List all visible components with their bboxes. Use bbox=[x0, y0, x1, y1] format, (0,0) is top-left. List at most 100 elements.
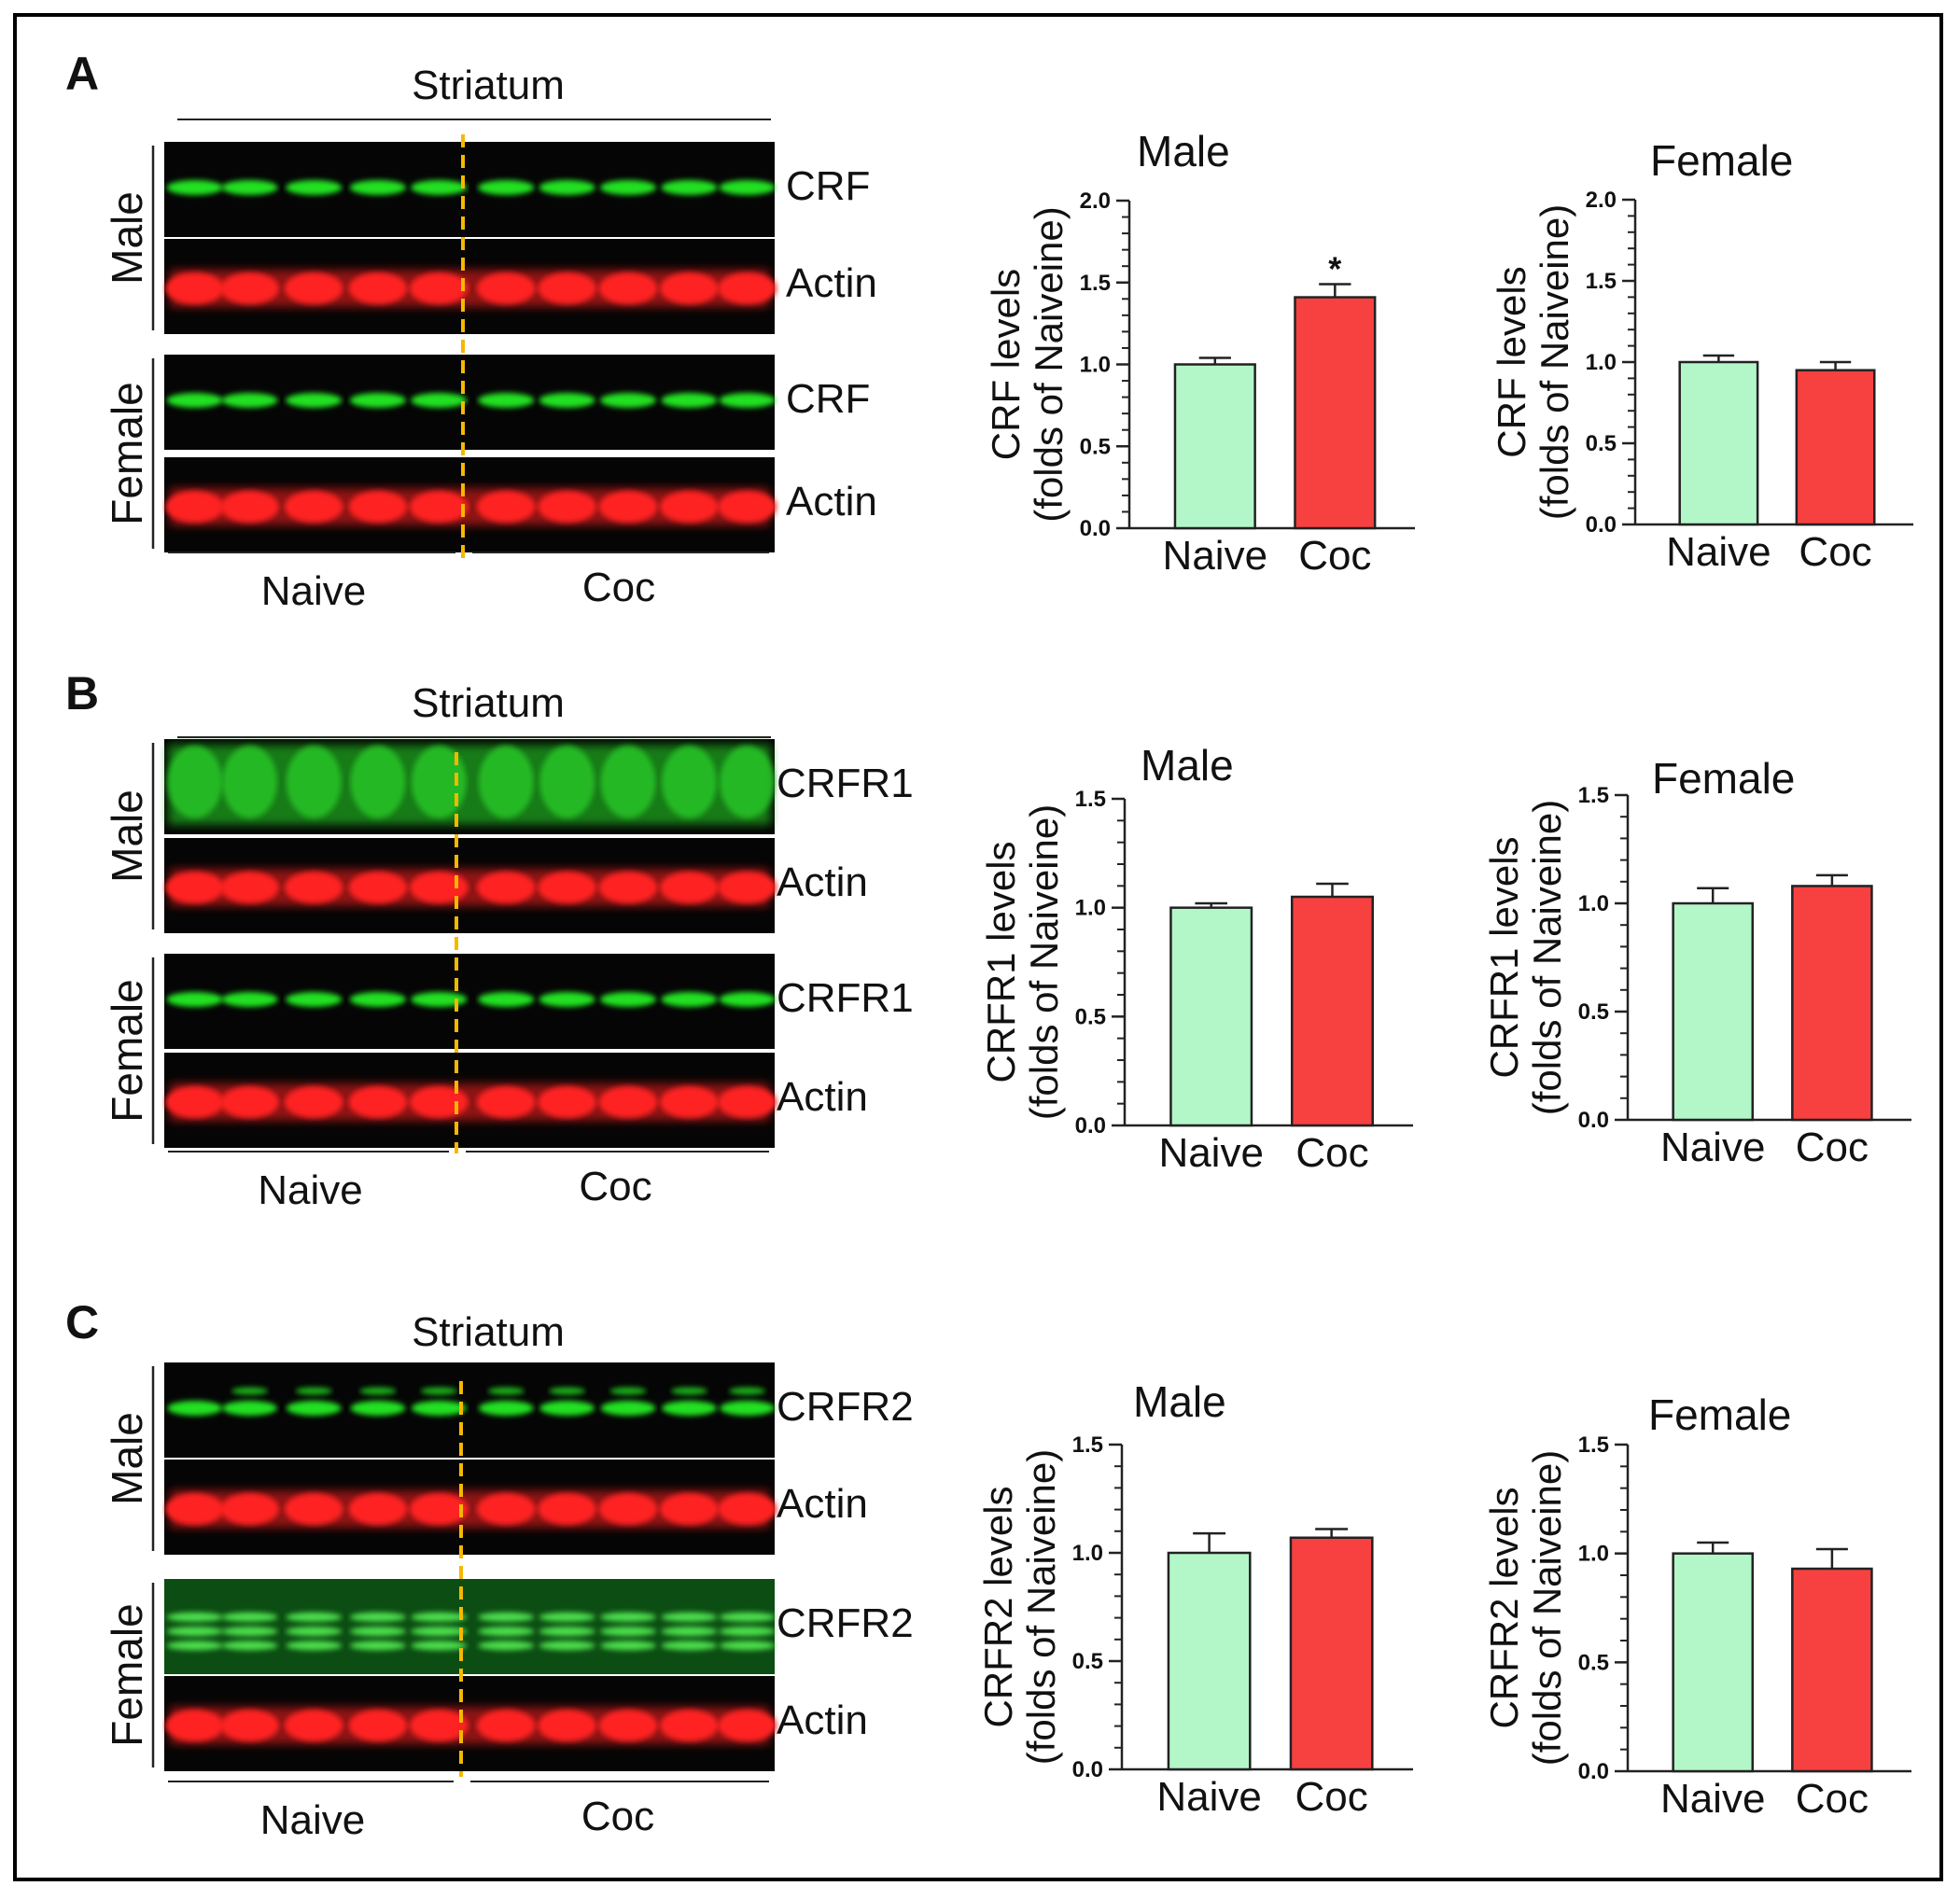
lane-band bbox=[599, 179, 657, 195]
y-axis-label: CRFR1 levels bbox=[979, 841, 1023, 1083]
lane-band bbox=[478, 991, 535, 1007]
green-background bbox=[164, 1579, 775, 1674]
actin-lane-band bbox=[718, 1086, 777, 1119]
chart-title: Female bbox=[1648, 1390, 1791, 1439]
actin-lane-band bbox=[718, 272, 777, 305]
y-tick-label: 0.5 bbox=[1075, 1004, 1106, 1029]
actin-lane-band bbox=[538, 1493, 597, 1526]
region-title: Striatum bbox=[412, 1309, 565, 1355]
y-tick-label: 0.0 bbox=[1578, 1759, 1609, 1784]
actin-lane-band bbox=[165, 872, 225, 904]
lane-band bbox=[166, 179, 223, 195]
y-tick-label: 0.0 bbox=[1075, 1113, 1106, 1139]
lane-band bbox=[286, 991, 343, 1007]
actin-lane-band bbox=[165, 1710, 225, 1742]
bar-naive bbox=[1672, 1552, 1755, 1773]
actin-lane-band bbox=[598, 1086, 658, 1119]
blot-panel-c: C Striatum CRFR2 Actin Male CRFR2 Actin Female N… bbox=[65, 1296, 914, 1843]
bar-naive bbox=[1173, 363, 1256, 530]
actin-lane-band bbox=[220, 872, 279, 904]
y-tick-label: 1.0 bbox=[1578, 891, 1609, 916]
lane-band bbox=[411, 179, 468, 195]
lane-band bbox=[720, 1400, 775, 1416]
panel-letter: B bbox=[65, 667, 99, 719]
lane-band bbox=[539, 1612, 595, 1622]
actin-lane-band bbox=[538, 872, 597, 904]
lane-band bbox=[599, 991, 657, 1007]
y-axis-label: CRFR1 levels bbox=[1482, 836, 1526, 1078]
actin-lane-band bbox=[165, 491, 225, 524]
y-axis-label: CRFR2 levels bbox=[976, 1486, 1020, 1727]
sex-label: Male bbox=[103, 191, 151, 285]
lane-band bbox=[221, 1627, 278, 1637]
y-tick-label: 0.0 bbox=[1586, 512, 1617, 538]
lane-band bbox=[719, 1627, 776, 1637]
panel-letter: A bbox=[65, 48, 99, 100]
lane-band bbox=[661, 179, 718, 195]
actin-lane-band bbox=[409, 1086, 469, 1119]
lane-band bbox=[166, 1627, 223, 1637]
bar-naive bbox=[1169, 906, 1253, 1127]
chart-title: Male bbox=[1137, 127, 1230, 175]
actin-lane-band bbox=[476, 491, 536, 524]
group-label-coc: Coc bbox=[579, 1164, 651, 1209]
lane-band bbox=[478, 1641, 535, 1651]
y-axis-label-sub: (folds of Naiveine) bbox=[1027, 206, 1071, 522]
lane-band bbox=[350, 1400, 406, 1416]
chart-title: Male bbox=[1133, 1377, 1226, 1426]
group-label-naive: Naive bbox=[261, 568, 367, 614]
y-tick-label: 0.5 bbox=[1080, 434, 1111, 459]
group-label-coc: Coc bbox=[581, 1794, 654, 1839]
actin-lane-band bbox=[660, 1086, 719, 1119]
lane-band-upper bbox=[231, 1387, 269, 1395]
lane-smear bbox=[350, 746, 406, 818]
y-tick-label: 1.5 bbox=[1578, 1432, 1609, 1458]
lane-band bbox=[539, 1627, 595, 1637]
y-tick-label: 1.5 bbox=[1075, 787, 1106, 812]
lane-smear bbox=[720, 746, 775, 818]
lane-band bbox=[349, 1641, 406, 1651]
lane-band bbox=[600, 1400, 656, 1416]
actin-lane-band bbox=[409, 1493, 469, 1526]
lane-band bbox=[662, 1400, 717, 1416]
y-tick-label: 0.0 bbox=[1578, 1108, 1609, 1133]
y-tick-label: 1.0 bbox=[1578, 1542, 1609, 1567]
blot-row-label: Actin bbox=[777, 1697, 868, 1743]
y-tick-label: 0.0 bbox=[1080, 516, 1111, 541]
actin-lane-band bbox=[476, 1086, 536, 1119]
lane-band bbox=[478, 1612, 535, 1622]
actin-lane-band bbox=[348, 272, 408, 305]
sex-label: Female bbox=[103, 382, 151, 524]
lane-smear bbox=[600, 746, 656, 818]
actin-lane-band bbox=[409, 1710, 469, 1742]
x-tick-label: Coc bbox=[1298, 533, 1371, 579]
actin-lane-band bbox=[165, 1086, 225, 1119]
lane-band bbox=[411, 1641, 468, 1651]
bar-chart-b-male: Male 0.0 0.5 1.0 1.5 CRFR1 levels (folds of Na… bbox=[979, 741, 1413, 1176]
actin-lane-band bbox=[284, 1710, 343, 1742]
lane-band bbox=[286, 179, 343, 195]
actin-lane-band bbox=[284, 272, 343, 305]
actin-lane-band bbox=[220, 1086, 279, 1119]
lane-band bbox=[661, 1612, 718, 1622]
actin-lane-band bbox=[598, 1493, 658, 1526]
lane-band bbox=[719, 1612, 776, 1622]
y-tick-label: 0.5 bbox=[1586, 431, 1617, 456]
lane-band bbox=[222, 1400, 277, 1416]
blot-panel-b: B Striatum CRFR1 Actin Male CRFR1 Actin Female N… bbox=[65, 667, 914, 1213]
blot-row-label: CRFR1 bbox=[777, 761, 914, 806]
x-tick-label: Coc bbox=[1796, 1776, 1869, 1822]
lane-band bbox=[221, 179, 278, 195]
lane-band-upper bbox=[728, 1387, 766, 1395]
lane-band bbox=[478, 179, 535, 195]
lane-band bbox=[661, 1627, 718, 1637]
lane-band bbox=[539, 991, 595, 1007]
lane-smear bbox=[167, 746, 223, 818]
actin-lane-band bbox=[718, 1493, 777, 1526]
actin-lane-band bbox=[284, 1086, 343, 1119]
actin-lane-band bbox=[660, 872, 719, 904]
actin-lane-band bbox=[284, 872, 343, 904]
lane-band bbox=[411, 1612, 468, 1622]
actin-lane-band bbox=[348, 1710, 408, 1742]
x-tick-label: Naive bbox=[1666, 529, 1771, 575]
